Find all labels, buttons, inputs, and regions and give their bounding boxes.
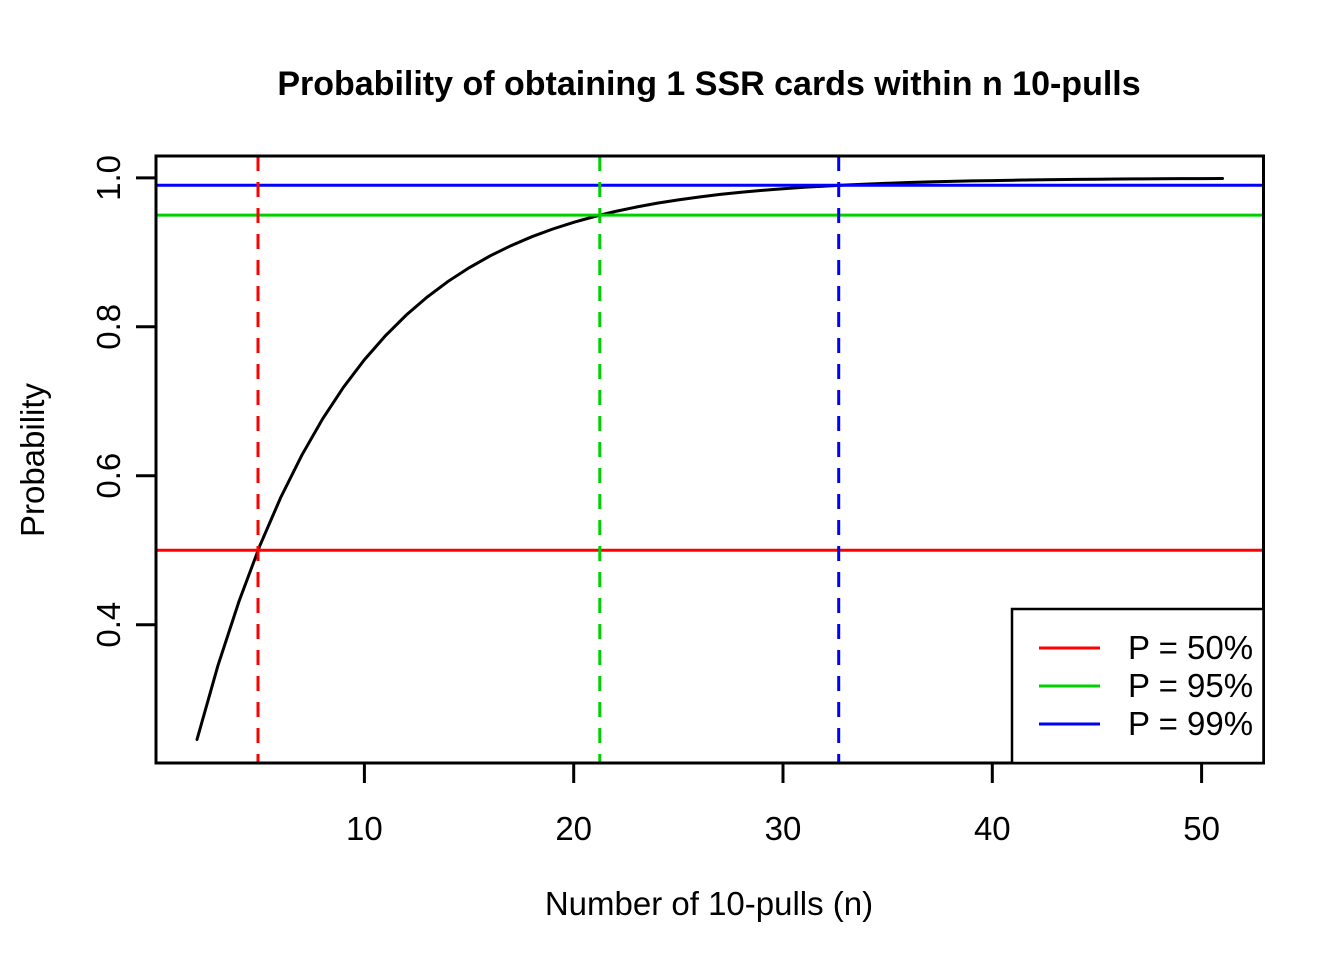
legend-label-1: P = 50% bbox=[1128, 629, 1253, 666]
x-tick-label-50: 50 bbox=[1183, 810, 1220, 847]
y-tick-label-0.4: 0.4 bbox=[90, 602, 127, 648]
series-group bbox=[195, 177, 1224, 741]
y-tick-label-0.6: 0.6 bbox=[90, 453, 127, 499]
x-tick-label-30: 30 bbox=[765, 810, 802, 847]
probability-curve bbox=[195, 177, 1224, 741]
x-tick-label-20: 20 bbox=[555, 810, 592, 847]
legend-label-2: P = 95% bbox=[1128, 667, 1253, 704]
y-axis-group: 0.4 0.6 0.8 1.0 bbox=[90, 155, 156, 648]
x-tick-label-10: 10 bbox=[346, 810, 383, 847]
plot-border bbox=[154, 154, 1265, 765]
y-axis-label: Probability bbox=[14, 382, 51, 537]
reference-hlines-group bbox=[156, 183, 1264, 552]
chart-title: Probability of obtaining 1 SSR cards wit… bbox=[277, 65, 1140, 103]
x-axis-label: Number of 10-pulls (n) bbox=[545, 885, 873, 922]
x-axis-group: 10 20 30 40 50 bbox=[346, 763, 1220, 847]
legend-label-3: P = 99% bbox=[1128, 705, 1253, 742]
x-tick-label-40: 40 bbox=[974, 810, 1011, 847]
reference-vlines-group bbox=[256, 156, 841, 763]
legend-group: P = 50%P = 95%P = 99% bbox=[1010, 607, 1265, 765]
y-tick-label-0.8: 0.8 bbox=[90, 304, 127, 350]
y-tick-label-1.0: 1.0 bbox=[90, 155, 127, 201]
